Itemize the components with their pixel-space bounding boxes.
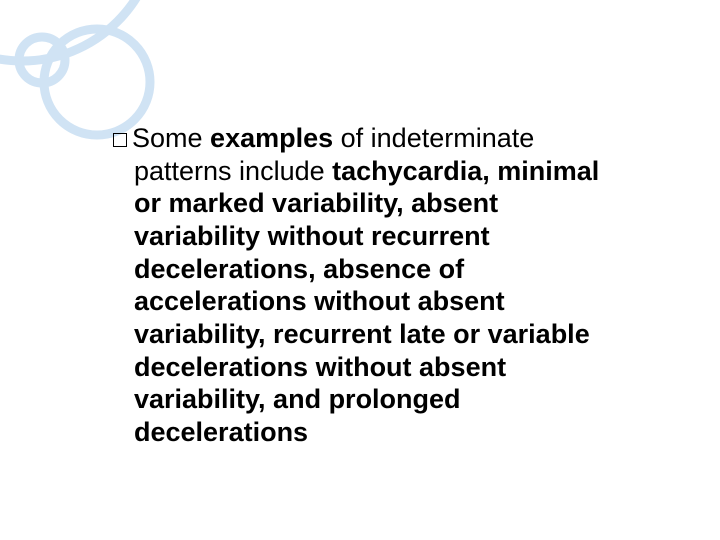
content-block: Some examples of indeterminate patterns … (113, 122, 611, 449)
text-list: tachycardia, minimal or marked variabili… (134, 156, 599, 447)
slide: Some examples of indeterminate patterns … (0, 0, 720, 540)
square-bullet-icon (113, 133, 127, 147)
body-paragraph: Some examples of indeterminate patterns … (113, 122, 611, 449)
text-examples: examples (203, 123, 341, 153)
text-some: Some (132, 123, 203, 153)
